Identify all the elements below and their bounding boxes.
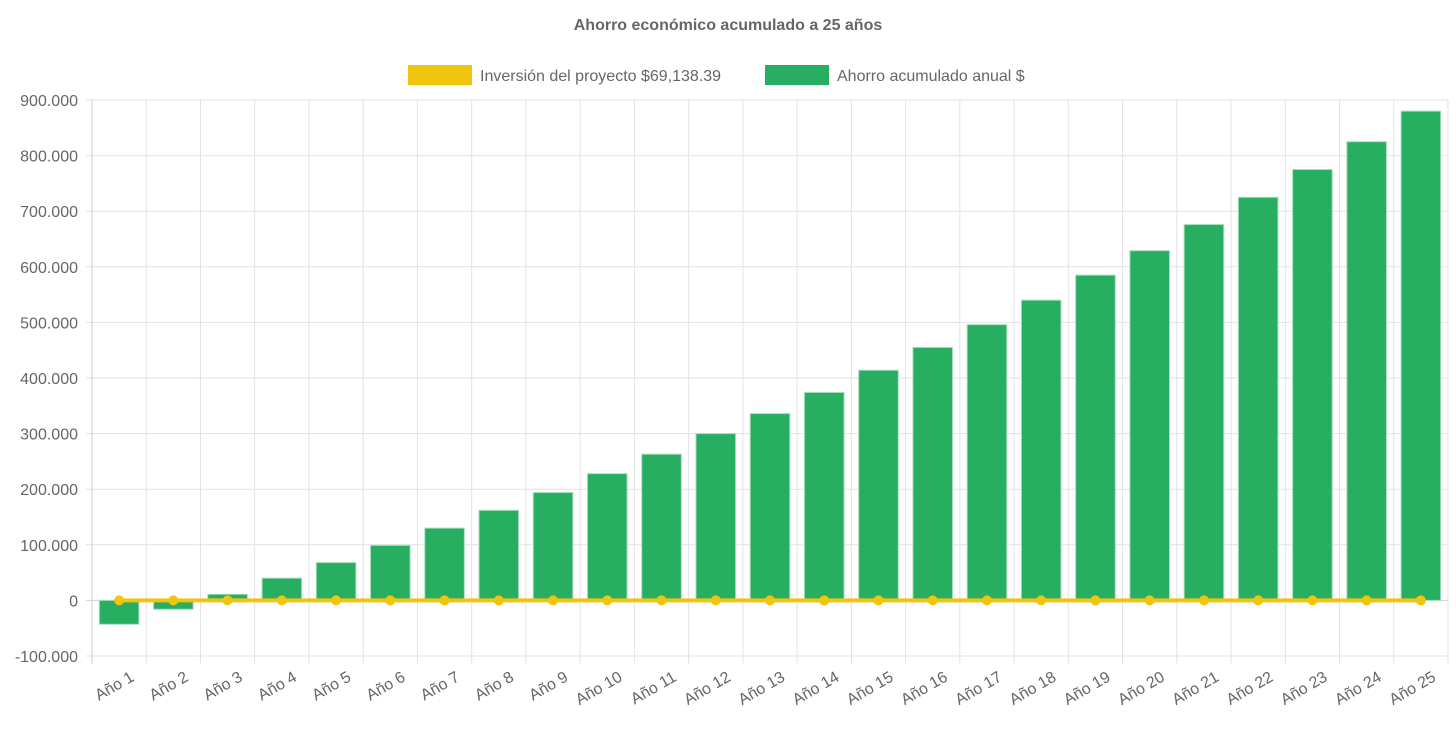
y-tick-label: 300.000 bbox=[20, 427, 78, 444]
y-tick-label: 400.000 bbox=[20, 371, 78, 388]
line-point bbox=[331, 595, 342, 606]
bar bbox=[912, 346, 954, 601]
line-point bbox=[765, 595, 775, 606]
bar bbox=[695, 433, 737, 601]
x-tick-label: Año 8 bbox=[472, 669, 517, 705]
bar bbox=[1075, 274, 1116, 601]
line-point bbox=[222, 595, 233, 606]
y-tick-label: 500.000 bbox=[20, 315, 78, 332]
x-tick-label: Año 4 bbox=[255, 669, 300, 705]
legend-label[interactable]: Ahorro acumulado anual $ bbox=[837, 68, 1025, 85]
x-tick-label: Año 22 bbox=[1224, 669, 1277, 709]
line-point bbox=[1036, 595, 1047, 606]
line-point bbox=[1090, 595, 1101, 606]
x-tick-label: Año 9 bbox=[526, 669, 571, 705]
x-tick-label: Año 17 bbox=[953, 669, 1006, 709]
bar bbox=[586, 473, 628, 601]
x-tick-label: Año 7 bbox=[418, 669, 463, 705]
legend-swatch[interactable] bbox=[765, 65, 829, 85]
line-point bbox=[1307, 595, 1318, 606]
x-tick-label: Año 16 bbox=[898, 669, 951, 709]
y-tick-label: 800.000 bbox=[20, 149, 78, 166]
legend-swatch[interactable] bbox=[408, 65, 472, 85]
line-point bbox=[927, 595, 938, 606]
x-tick-label: Año 14 bbox=[790, 669, 843, 709]
line-point bbox=[385, 595, 396, 606]
y-tick-label: 700.000 bbox=[20, 204, 78, 221]
line-point bbox=[114, 595, 125, 606]
x-tick-label: Año 3 bbox=[201, 669, 246, 705]
x-tick-label: Año 10 bbox=[573, 669, 626, 709]
y-tick-label: 100.000 bbox=[20, 538, 78, 555]
bar bbox=[858, 369, 899, 601]
line-point bbox=[1253, 595, 1264, 606]
x-tick-label: Año 12 bbox=[681, 669, 734, 709]
line-point bbox=[981, 595, 992, 606]
x-tick-label: Año 19 bbox=[1061, 669, 1114, 709]
bar bbox=[803, 391, 845, 601]
y-tick-label: -100.000 bbox=[15, 649, 78, 666]
y-tick-label: 0 bbox=[69, 593, 78, 610]
x-tick-label: Año 1 bbox=[92, 669, 137, 705]
line-point bbox=[602, 595, 613, 606]
line-point bbox=[493, 595, 504, 606]
line-point bbox=[439, 595, 450, 606]
x-tick-label: Año 18 bbox=[1007, 669, 1060, 709]
x-tick-label: Año 2 bbox=[147, 669, 192, 705]
bar bbox=[370, 544, 411, 601]
x-tick-label: Año 24 bbox=[1332, 669, 1385, 709]
bar bbox=[749, 413, 791, 601]
x-tick-label: Año 15 bbox=[844, 669, 897, 709]
bar bbox=[532, 492, 574, 601]
chart-title: Ahorro económico acumulado a 25 años bbox=[574, 17, 883, 34]
bar bbox=[478, 509, 520, 601]
line-point bbox=[548, 595, 559, 606]
bar bbox=[1020, 299, 1062, 601]
bar bbox=[1346, 141, 1387, 601]
line-point bbox=[1198, 595, 1209, 606]
bar bbox=[1237, 196, 1279, 601]
x-tick-label: Año 11 bbox=[628, 669, 679, 709]
line-point bbox=[819, 595, 830, 606]
bar bbox=[966, 324, 1008, 601]
legend-label[interactable]: Inversión del proyecto $69,138.39 bbox=[480, 68, 721, 85]
line-point bbox=[1144, 595, 1155, 606]
bar bbox=[424, 527, 465, 601]
y-tick-label: 200.000 bbox=[20, 482, 78, 499]
x-tick-label: Año 21 bbox=[1169, 669, 1222, 709]
bar bbox=[315, 562, 357, 601]
bar bbox=[1292, 169, 1333, 601]
line-point bbox=[1361, 595, 1372, 606]
y-tick-label: 900.000 bbox=[20, 93, 78, 110]
line-point bbox=[276, 595, 287, 606]
x-tick-label: Año 25 bbox=[1386, 669, 1439, 709]
line-point bbox=[710, 595, 721, 606]
x-tick-label: Año 23 bbox=[1278, 669, 1331, 709]
bar bbox=[641, 453, 682, 601]
y-tick-label: 600.000 bbox=[20, 260, 78, 277]
line-point bbox=[1415, 595, 1426, 606]
x-tick-label: Año 6 bbox=[364, 669, 409, 705]
x-tick-label: Año 20 bbox=[1115, 669, 1168, 709]
x-tick-label: Año 13 bbox=[736, 669, 789, 709]
line-point bbox=[168, 595, 179, 606]
bar bbox=[1129, 250, 1170, 601]
legend: Inversión del proyecto $69,138.39 Ahorro … bbox=[408, 65, 1025, 85]
line-point bbox=[873, 595, 884, 606]
x-tick-label: Año 5 bbox=[309, 669, 354, 705]
bar bbox=[1183, 224, 1225, 601]
line-point bbox=[656, 595, 667, 606]
bar bbox=[1400, 110, 1442, 601]
